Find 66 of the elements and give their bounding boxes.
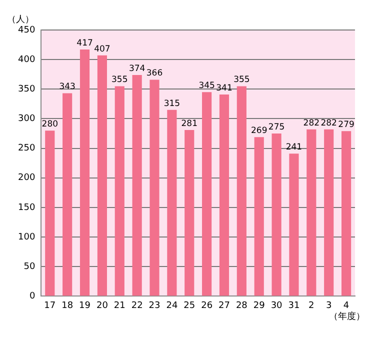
y-tick-label: 250 <box>18 144 36 154</box>
y-tick-label: 400 <box>18 54 36 65</box>
bar <box>272 134 282 296</box>
bar <box>254 137 264 296</box>
data-label: 374 <box>128 64 146 74</box>
data-label: 281 <box>181 118 198 129</box>
data-label: 355 <box>234 75 250 86</box>
x-tick-label: 2 <box>308 300 314 311</box>
y-tick-label: 150 <box>18 202 36 213</box>
y-tick-label: 100 <box>18 232 36 242</box>
data-label: 282 <box>303 118 320 128</box>
data-label: 345 <box>198 81 215 92</box>
bar <box>219 94 230 296</box>
bar <box>167 110 177 296</box>
bar <box>306 129 316 296</box>
bar <box>150 80 160 296</box>
data-label: 280 <box>42 120 58 130</box>
data-label: 341 <box>216 83 232 94</box>
x-tick-label: 26 <box>201 300 213 311</box>
x-tick-label: 18 <box>62 300 74 311</box>
data-label: 366 <box>146 68 163 79</box>
data-label: 275 <box>268 122 285 132</box>
y-axis-title: （人） <box>7 14 34 25</box>
bar <box>114 86 124 296</box>
x-tick-label: 22 <box>131 300 143 311</box>
x-tick-label: 19 <box>79 300 91 311</box>
data-label: 355 <box>112 75 128 86</box>
bar <box>324 129 334 296</box>
x-tick-label: 24 <box>166 300 178 311</box>
x-tick-label: 23 <box>148 300 160 311</box>
y-tick-label: 350 <box>18 84 36 94</box>
data-label: 343 <box>59 82 76 92</box>
x-tick-label: 4 <box>343 300 350 311</box>
y-tick-label: 50 <box>24 262 36 272</box>
x-tick-label: 31 <box>288 300 300 311</box>
x-tick-label: 20 <box>96 300 108 311</box>
data-label: 241 <box>286 142 302 153</box>
data-label: 269 <box>250 126 268 136</box>
bar <box>45 130 55 296</box>
x-tick-label: 17 <box>44 300 56 311</box>
data-label: 282 <box>320 118 337 128</box>
bar <box>289 154 299 296</box>
x-tick-label: 25 <box>184 300 196 311</box>
x-tick-label: 29 <box>253 300 266 311</box>
bar <box>202 92 212 296</box>
y-tick-label: 450 <box>18 25 36 36</box>
bar <box>80 50 90 296</box>
x-tick-label: 27 <box>218 300 230 311</box>
x-tick-label: 28 <box>236 300 248 311</box>
x-tick-label: 3 <box>326 300 332 311</box>
y-tick-label: 200 <box>18 173 36 184</box>
y-tick-label: 300 <box>18 114 36 124</box>
bar <box>236 86 246 296</box>
y-tick-label: 0 <box>29 292 36 302</box>
bar <box>184 130 194 296</box>
x-tick-label: 21 <box>114 300 126 311</box>
data-label: 315 <box>164 98 180 109</box>
data-label: 279 <box>338 120 354 130</box>
x-tick-label: 30 <box>270 300 283 311</box>
data-label: 407 <box>94 44 110 54</box>
bar <box>62 93 72 296</box>
bar <box>97 55 107 296</box>
data-label: 417 <box>76 38 93 48</box>
x-axis-title: （年度） <box>329 311 365 322</box>
bar <box>341 131 352 296</box>
bar <box>132 74 142 296</box>
